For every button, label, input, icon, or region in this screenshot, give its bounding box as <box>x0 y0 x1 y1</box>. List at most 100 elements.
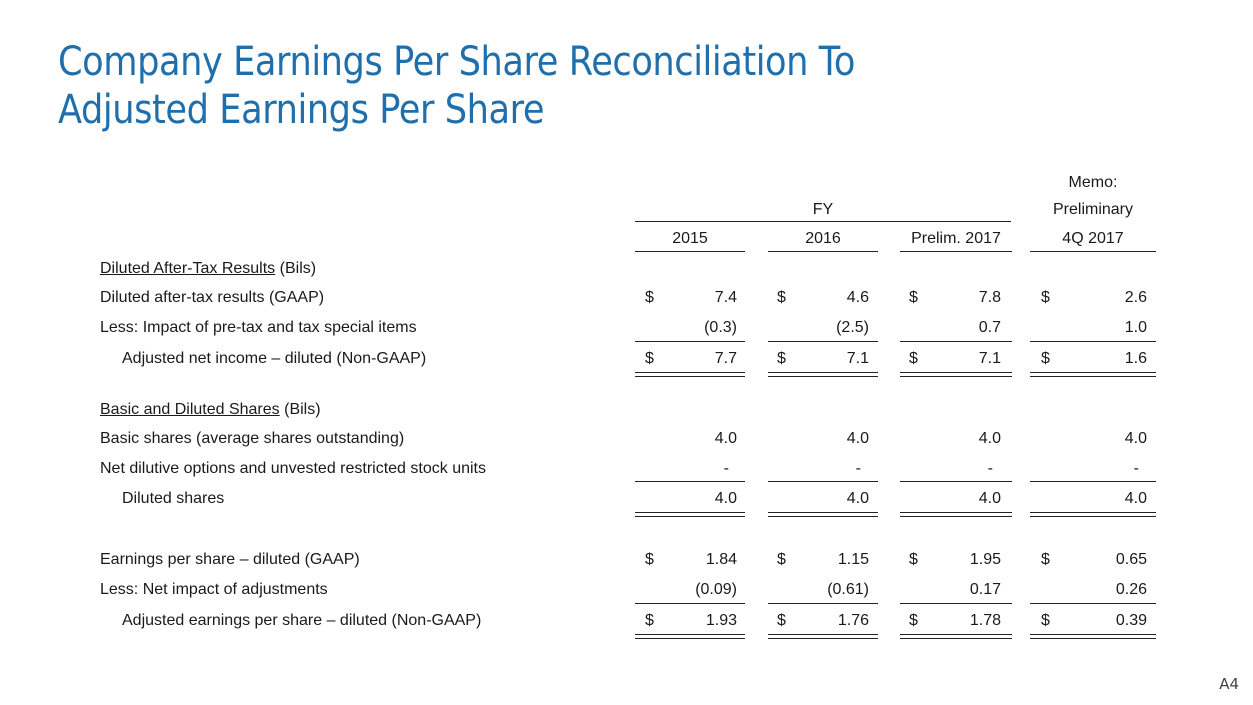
subtotal-rule <box>635 603 745 604</box>
total-double-rule <box>768 634 878 639</box>
subtotal-rule <box>635 341 745 342</box>
table-cell: 1.15 <box>837 551 869 568</box>
table-cell: - <box>723 460 729 477</box>
subtotal-rule <box>635 481 745 482</box>
subtotal-rule <box>768 341 878 342</box>
table-cell: 1.95 <box>969 551 1001 568</box>
table-cell: (0.3) <box>704 319 737 336</box>
dollar-sign: $ <box>909 289 918 306</box>
table-cell: 4.0 <box>714 430 737 447</box>
dollar-sign: $ <box>1041 551 1050 568</box>
table-cell: 0.39 <box>1115 612 1147 629</box>
row-label: Adjusted net income – diluted (Non-GAAP) <box>122 350 427 367</box>
page-title: Company Earnings Per Share Reconciliatio… <box>58 38 1026 134</box>
table-cell: 1.93 <box>705 612 737 629</box>
row-label: Earnings per share – diluted (GAAP) <box>100 551 360 568</box>
table-cell: 7.8 <box>978 289 1001 306</box>
table-cell: (0.61) <box>827 581 869 598</box>
section-title-text: Diluted After-Tax Results <box>100 260 276 277</box>
table-cell: 4.0 <box>978 490 1001 507</box>
table-cell: 4.0 <box>714 490 737 507</box>
total-double-rule <box>1030 634 1156 639</box>
table-cell: 7.7 <box>714 350 737 367</box>
table-cell: 4.0 <box>978 430 1001 447</box>
dollar-sign: $ <box>645 551 654 568</box>
header-memo: Memo: <box>1068 174 1118 191</box>
dollar-sign: $ <box>777 289 786 306</box>
page-title-line-1: Company Earnings Per Share Reconciliatio… <box>58 39 855 85</box>
table-cell: - <box>987 460 993 477</box>
table-cell: 1.6 <box>1124 350 1147 367</box>
total-double-rule <box>635 372 745 377</box>
dollar-sign: $ <box>909 551 918 568</box>
column-header-2015: 2015 <box>672 230 708 247</box>
dollar-sign: $ <box>909 350 918 367</box>
fy-header-rule <box>635 221 1011 222</box>
table-cell: (0.09) <box>695 581 737 598</box>
table-cell: 1.76 <box>837 612 869 629</box>
header-preliminary: Preliminary <box>1052 201 1133 218</box>
column-header-rule <box>635 251 745 252</box>
table-cell: 4.0 <box>846 430 869 447</box>
row-label: Diluted shares <box>122 490 225 507</box>
total-double-rule <box>635 634 745 639</box>
row-label: Basic shares (average shares outstanding… <box>100 430 405 447</box>
table-cell: 2.6 <box>1124 289 1147 306</box>
subtotal-rule <box>900 481 1012 482</box>
dollar-sign: $ <box>1041 612 1050 629</box>
section-title-shares: Basic and Diluted Shares (Bils) <box>100 400 321 420</box>
table-cell: 4.0 <box>1124 490 1147 507</box>
total-double-rule <box>900 512 1012 517</box>
table-cell: - <box>1133 460 1139 477</box>
table-cell: 4.0 <box>1124 430 1147 447</box>
section-unit: (Bils) <box>279 260 317 277</box>
page-number: A4 <box>1219 675 1239 693</box>
row-label: Net dilutive options and unvested restri… <box>100 460 486 477</box>
table-cell: (2.5) <box>836 319 869 336</box>
table-cell: 7.1 <box>846 350 869 367</box>
dollar-sign: $ <box>777 612 786 629</box>
column-header-4q-2017: 4Q 2017 <box>1062 230 1124 247</box>
total-double-rule <box>635 512 745 517</box>
total-double-rule <box>900 372 1012 377</box>
dollar-sign: $ <box>1041 350 1050 367</box>
dollar-sign: $ <box>777 551 786 568</box>
dollar-sign: $ <box>645 350 654 367</box>
total-double-rule <box>900 634 1012 639</box>
header-fy: FY <box>812 201 834 218</box>
column-header-prelim-2017: Prelim. 2017 <box>911 230 1001 247</box>
table-cell: 0.7 <box>978 319 1001 336</box>
dollar-sign: $ <box>645 289 654 306</box>
table-cell: 4.0 <box>846 490 869 507</box>
subtotal-rule <box>1030 481 1156 482</box>
table-cell: 1.78 <box>969 612 1001 629</box>
table-cell: 1.0 <box>1124 319 1147 336</box>
dollar-sign: $ <box>909 612 918 629</box>
total-double-rule <box>1030 512 1156 517</box>
total-double-rule <box>768 512 878 517</box>
table-cell: 7.1 <box>978 350 1001 367</box>
section-title-text: Basic and Diluted Shares <box>100 401 280 418</box>
row-label: Diluted after-tax results (GAAP) <box>100 289 325 306</box>
row-label: Less: Impact of pre-tax and tax special … <box>100 319 417 336</box>
total-double-rule <box>1030 372 1156 377</box>
table-cell: 1.84 <box>705 551 737 568</box>
subtotal-rule <box>768 481 878 482</box>
subtotal-rule <box>900 341 1012 342</box>
dollar-sign: $ <box>777 350 786 367</box>
column-header-rule <box>900 251 1012 252</box>
column-header-rule <box>1030 251 1156 252</box>
dollar-sign: $ <box>645 612 654 629</box>
table-cell: 0.65 <box>1115 551 1147 568</box>
table-cell: 7.4 <box>714 289 737 306</box>
dollar-sign: $ <box>1041 289 1050 306</box>
row-label: Adjusted earnings per share – diluted (N… <box>122 612 482 629</box>
section-title-after-tax: Diluted After-Tax Results (Bils) <box>100 259 316 279</box>
subtotal-rule <box>1030 603 1156 604</box>
page-title-line-2: Adjusted Earnings Per Share <box>58 87 545 133</box>
total-double-rule <box>768 372 878 377</box>
subtotal-rule <box>1030 341 1156 342</box>
subtotal-rule <box>768 603 878 604</box>
column-header-rule <box>768 251 878 252</box>
table-cell: 0.17 <box>969 581 1001 598</box>
